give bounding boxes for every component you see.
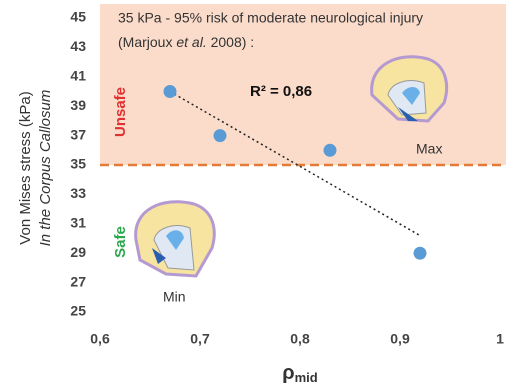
point <box>324 144 337 157</box>
citation-part: 2008) : <box>207 34 254 50</box>
y-axis-label: In the Corpus Callosum <box>37 90 54 247</box>
x-tick-label: 0,9 <box>390 331 410 347</box>
x-tick-label: 0,6 <box>90 331 110 347</box>
r2-label: R² = 0,86 <box>250 83 312 100</box>
point <box>214 129 227 142</box>
citation-part: (Marjoux <box>118 34 176 50</box>
max-label: Max <box>416 141 442 157</box>
x-axis-label: ρmid <box>282 362 318 385</box>
x-axis-label-sub: mid <box>295 370 318 385</box>
safe-label: Safe <box>112 226 129 258</box>
y-tick-label: 27 <box>70 273 86 289</box>
y-tick-label: 35 <box>70 156 86 172</box>
y-tick-label: 37 <box>70 126 86 142</box>
chart: 35 kPa - 95% risk of moderate neurologic… <box>0 0 511 387</box>
annotation: 35 kPa - 95% risk of moderate neurologic… <box>118 10 423 26</box>
unsafe-label: Unsafe <box>112 87 129 137</box>
min-label: Min <box>163 289 186 305</box>
citation: (Marjoux et al. 2008) : <box>118 34 254 50</box>
y-tick-label: 31 <box>70 215 86 231</box>
y-tick-label: 29 <box>70 244 86 260</box>
y-tick-label: 39 <box>70 97 86 113</box>
point <box>164 85 177 98</box>
y-tick-label: 25 <box>70 303 86 319</box>
y-tick-label: 33 <box>70 185 86 201</box>
y-tick-label: 45 <box>70 9 86 25</box>
y-tick-label: 43 <box>70 38 86 54</box>
brain-icon-min <box>136 202 215 276</box>
y-axis-label: Von Mises stress (kPa) <box>17 91 34 244</box>
page: {"chart_data": {"type": "scatter", "x": … <box>0 0 511 387</box>
x-tick-label: 1 <box>496 331 504 347</box>
point <box>414 247 427 260</box>
x-axis-label-main: ρ <box>282 362 294 384</box>
citation-part: et al. <box>176 34 206 50</box>
x-tick-label: 0,8 <box>290 331 310 347</box>
x-tick-label: 0,7 <box>190 331 210 347</box>
y-tick-label: 41 <box>70 68 86 84</box>
